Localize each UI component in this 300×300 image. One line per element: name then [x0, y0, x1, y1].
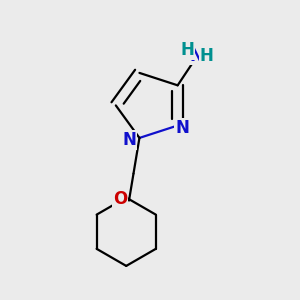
Text: N: N [175, 119, 189, 137]
Text: O: O [113, 190, 127, 208]
Text: H: H [180, 41, 194, 59]
Text: N: N [189, 46, 203, 64]
Text: H: H [200, 46, 214, 64]
Text: N: N [122, 131, 136, 149]
